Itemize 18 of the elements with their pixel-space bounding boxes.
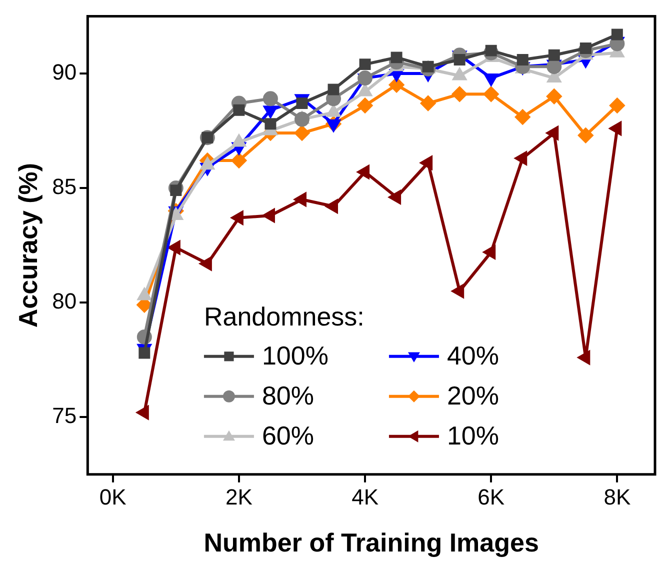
y-tick-label: 75: [52, 403, 77, 428]
y-axis-title: Accuracy (%): [12, 162, 43, 328]
legend-label: 20%: [446, 380, 500, 411]
x-tick-label: 8K: [604, 484, 631, 510]
x-axis-title: Number of Training Images: [204, 528, 539, 558]
y-tick-label: 90: [52, 60, 77, 85]
x-tick-label: 0K: [99, 484, 127, 510]
legend-title: Randomness:: [204, 302, 364, 332]
x-tick-label: 2K: [226, 484, 253, 510]
y-tick-label: 85: [52, 174, 77, 200]
legend-label: 80%: [262, 380, 314, 411]
legend-label: 40%: [446, 340, 500, 371]
x-tick-label: 4K: [352, 484, 379, 510]
y-tick-label: 80: [52, 288, 77, 314]
legend-label: 60%: [262, 420, 314, 451]
legend-label: 100%: [262, 340, 328, 371]
x-tick-label: 6K: [478, 484, 505, 510]
legend-label: 10%: [446, 420, 500, 451]
